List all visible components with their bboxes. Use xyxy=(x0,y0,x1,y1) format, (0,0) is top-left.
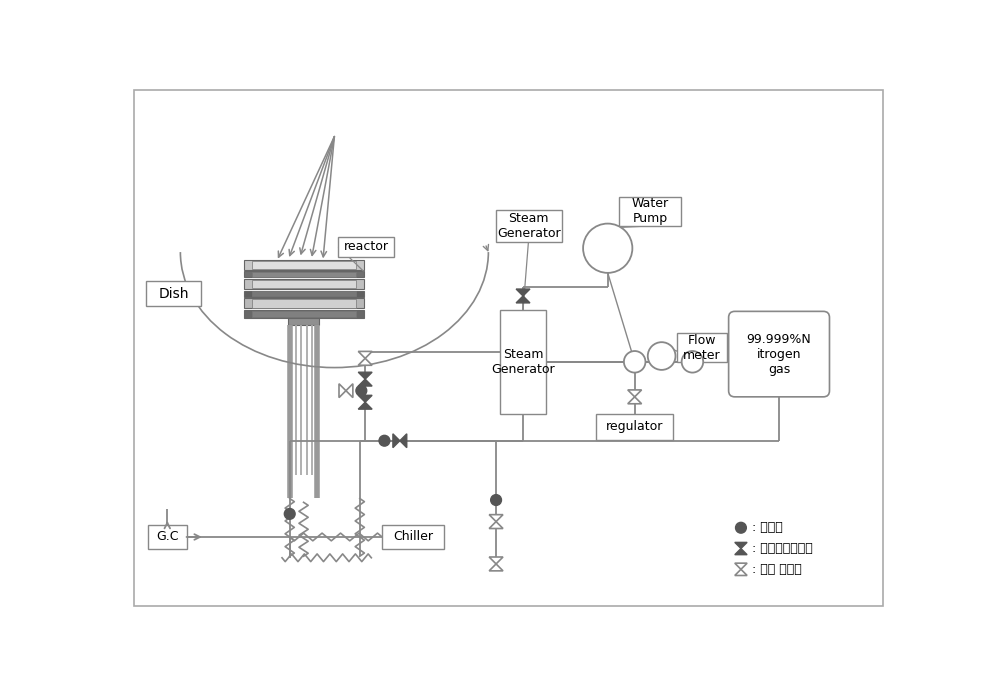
Bar xyxy=(148,524,186,549)
Bar xyxy=(252,311,356,317)
Bar xyxy=(243,279,364,289)
Circle shape xyxy=(735,522,746,533)
Bar xyxy=(243,310,364,318)
Polygon shape xyxy=(489,522,503,528)
Polygon shape xyxy=(489,515,503,522)
Bar xyxy=(382,524,443,549)
Polygon shape xyxy=(358,351,372,358)
Bar xyxy=(496,209,561,242)
Polygon shape xyxy=(358,395,372,402)
Polygon shape xyxy=(358,379,372,386)
Bar xyxy=(252,280,356,288)
Text: Flow
meter: Flow meter xyxy=(683,333,721,362)
Text: Steam
Generator: Steam Generator xyxy=(497,212,560,240)
Circle shape xyxy=(491,495,502,506)
Circle shape xyxy=(285,508,295,520)
Polygon shape xyxy=(339,384,346,398)
Bar xyxy=(500,310,547,414)
Polygon shape xyxy=(628,397,642,404)
Text: : 솔레노이드밸브: : 솔레노이드밸브 xyxy=(752,542,812,555)
Text: Chiller: Chiller xyxy=(393,531,433,544)
Text: regulator: regulator xyxy=(606,420,664,433)
Text: G.C: G.C xyxy=(156,531,179,544)
Bar xyxy=(146,281,201,306)
Polygon shape xyxy=(735,563,747,569)
Text: reactor: reactor xyxy=(343,240,389,253)
Polygon shape xyxy=(516,289,530,296)
Bar xyxy=(677,333,727,362)
Polygon shape xyxy=(735,548,747,555)
Polygon shape xyxy=(516,296,530,303)
Polygon shape xyxy=(393,434,400,448)
Text: : 압력계: : 압력계 xyxy=(752,522,783,534)
FancyBboxPatch shape xyxy=(728,311,829,397)
Polygon shape xyxy=(489,557,503,564)
Text: : 수동 벌밸브: : 수동 벌밸브 xyxy=(752,563,802,576)
Bar xyxy=(243,298,364,308)
Polygon shape xyxy=(358,372,372,379)
Circle shape xyxy=(624,351,646,373)
Bar xyxy=(596,414,674,440)
Text: Steam
Generator: Steam Generator xyxy=(491,348,555,376)
Polygon shape xyxy=(489,564,503,571)
Polygon shape xyxy=(346,384,353,398)
Circle shape xyxy=(356,385,367,396)
Circle shape xyxy=(682,351,703,373)
Text: Dish: Dish xyxy=(158,287,188,300)
Circle shape xyxy=(648,342,676,370)
Polygon shape xyxy=(735,542,747,548)
Polygon shape xyxy=(358,402,372,409)
Bar xyxy=(252,291,356,296)
Circle shape xyxy=(379,435,390,446)
Polygon shape xyxy=(735,569,747,575)
Bar xyxy=(252,260,356,269)
Bar xyxy=(252,272,356,277)
Text: Water
Pump: Water Pump xyxy=(632,197,669,225)
Bar xyxy=(252,299,356,307)
Polygon shape xyxy=(358,358,372,365)
Bar xyxy=(289,318,319,325)
Bar xyxy=(619,196,681,226)
Bar xyxy=(243,291,364,297)
Circle shape xyxy=(583,224,632,273)
Bar xyxy=(338,237,394,257)
Polygon shape xyxy=(400,434,407,448)
Polygon shape xyxy=(628,390,642,397)
Text: 99.999%N
itrogen
gas: 99.999%N itrogen gas xyxy=(747,333,811,376)
Bar xyxy=(243,260,364,270)
Bar xyxy=(243,271,364,278)
